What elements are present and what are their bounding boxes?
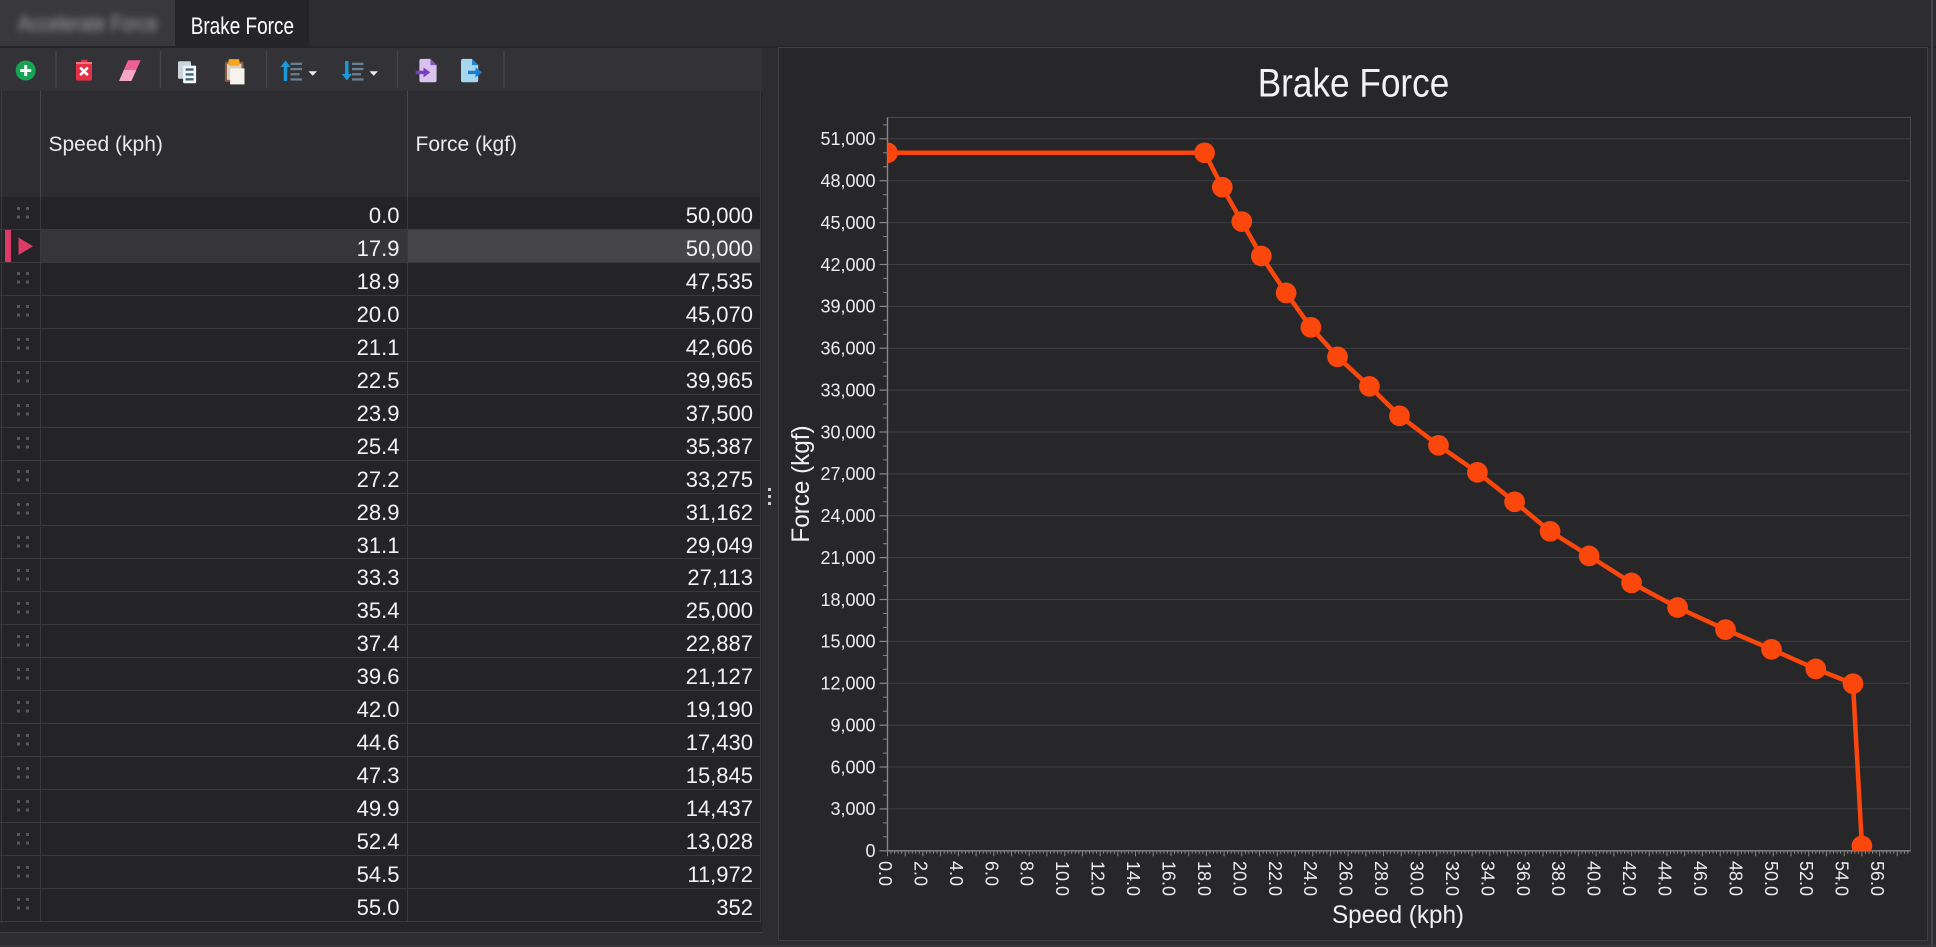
svg-text:45,000: 45,000 xyxy=(820,213,875,233)
svg-text:Speed (kph): Speed (kph) xyxy=(1332,902,1464,929)
svg-text:12.0: 12.0 xyxy=(1088,861,1108,896)
svg-text:26.0: 26.0 xyxy=(1336,861,1356,896)
svg-text:42,000: 42,000 xyxy=(820,255,875,275)
svg-text:18.0: 18.0 xyxy=(1194,861,1214,896)
svg-text:56.0: 56.0 xyxy=(1867,861,1887,896)
svg-text:44.0: 44.0 xyxy=(1655,861,1675,896)
svg-text:15,000: 15,000 xyxy=(820,632,875,652)
svg-text:24,000: 24,000 xyxy=(820,506,875,526)
svg-text:36,000: 36,000 xyxy=(820,339,875,359)
svg-text:0: 0 xyxy=(865,841,875,861)
svg-text:28.0: 28.0 xyxy=(1371,861,1391,896)
svg-text:4.0: 4.0 xyxy=(946,861,966,886)
svg-text:38.0: 38.0 xyxy=(1548,861,1568,896)
svg-text:48.0: 48.0 xyxy=(1725,861,1745,896)
svg-text:14.0: 14.0 xyxy=(1123,861,1143,896)
svg-text:16.0: 16.0 xyxy=(1159,861,1179,896)
svg-text:36.0: 36.0 xyxy=(1513,861,1533,896)
svg-text:18,000: 18,000 xyxy=(820,590,875,610)
svg-text:46.0: 46.0 xyxy=(1690,861,1710,896)
svg-text:9,000: 9,000 xyxy=(830,716,875,736)
svg-text:42.0: 42.0 xyxy=(1619,861,1639,896)
svg-text:51,000: 51,000 xyxy=(820,129,875,149)
svg-text:50.0: 50.0 xyxy=(1761,861,1781,896)
svg-text:30.0: 30.0 xyxy=(1407,861,1427,896)
svg-text:27,000: 27,000 xyxy=(820,464,875,484)
svg-text:Brake Force: Brake Force xyxy=(1258,60,1450,105)
svg-text:6.0: 6.0 xyxy=(981,861,1001,886)
svg-text:39,000: 39,000 xyxy=(820,297,875,317)
svg-text:6,000: 6,000 xyxy=(830,757,875,777)
svg-text:Force (kgf): Force (kgf) xyxy=(788,425,815,542)
svg-text:40.0: 40.0 xyxy=(1584,861,1604,896)
svg-text:52.0: 52.0 xyxy=(1796,861,1816,896)
svg-text:32.0: 32.0 xyxy=(1442,861,1462,896)
svg-text:12,000: 12,000 xyxy=(820,674,875,694)
svg-text:20.0: 20.0 xyxy=(1229,861,1249,896)
svg-text:33,000: 33,000 xyxy=(820,380,875,400)
svg-text:54.0: 54.0 xyxy=(1832,861,1852,896)
svg-text:2.0: 2.0 xyxy=(910,861,930,886)
svg-text:24.0: 24.0 xyxy=(1300,861,1320,896)
svg-text:22.0: 22.0 xyxy=(1265,861,1285,896)
svg-text:34.0: 34.0 xyxy=(1477,861,1497,896)
svg-text:8.0: 8.0 xyxy=(1017,861,1037,886)
svg-text:21,000: 21,000 xyxy=(820,548,875,568)
svg-text:48,000: 48,000 xyxy=(820,171,875,191)
svg-text:30,000: 30,000 xyxy=(820,422,875,442)
svg-text:10.0: 10.0 xyxy=(1052,861,1072,896)
svg-text:3,000: 3,000 xyxy=(830,799,875,819)
svg-text:0.0: 0.0 xyxy=(875,861,895,886)
